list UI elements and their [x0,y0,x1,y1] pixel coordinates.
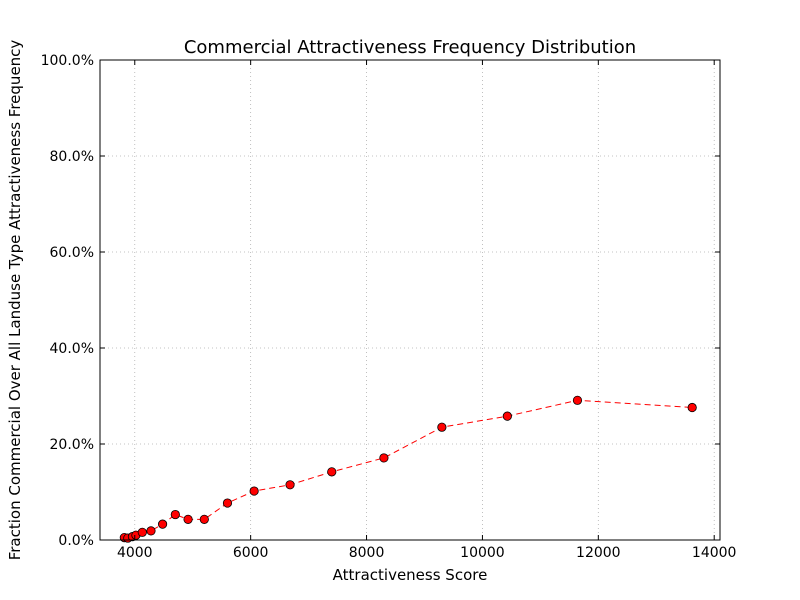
data-point [327,467,337,477]
chart-title: Commercial Attractiveness Frequency Dist… [184,37,636,58]
data-point [437,422,447,432]
data-point [222,498,233,508]
data-point [146,526,156,536]
y-tick-label: 80.0% [50,149,94,165]
data-point [137,527,147,537]
axis-ticks: 4000 6000 8000 10000 12000 14000 0.0% 20.0% 40.0… [41,53,737,561]
data-point [285,480,295,490]
y-tick-label: 100.0% [41,53,94,69]
y-axis-label: Fraction Commercial Over All Landuse Typ… [6,40,24,561]
x-axis-label: Attractiveness Score [333,566,488,584]
series-layer [119,395,697,543]
data-point [183,514,193,524]
x-tick-label: 10000 [460,545,505,561]
data-point [687,402,697,413]
plot-frame [99,59,721,541]
data-point [379,453,389,463]
y-tick-label: 0.0% [58,533,94,549]
y-tick-label: 20.0% [50,437,94,453]
data-point [502,411,512,421]
data-point [572,395,583,405]
data-point [199,514,209,524]
y-tick-label: 60.0% [50,245,94,261]
x-tick-label: 14000 [692,545,737,561]
x-tick-label: 12000 [576,545,621,561]
data-point [249,486,259,496]
data-point [170,509,180,520]
data-point [157,519,168,529]
x-tick-label: 8000 [349,545,385,561]
y-tick-label: 40.0% [50,341,94,357]
x-tick-label: 4000 [117,545,153,561]
x-tick-label: 6000 [233,545,269,561]
